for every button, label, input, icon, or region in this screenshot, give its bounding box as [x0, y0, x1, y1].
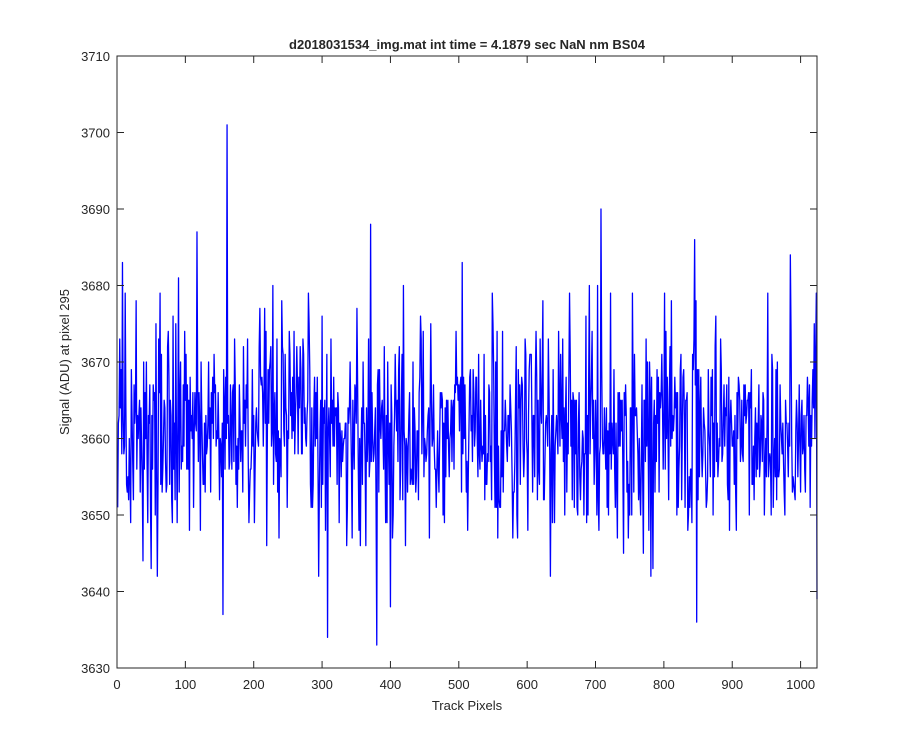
x-tick-label: 100: [175, 677, 197, 692]
y-tick-label: 3710: [81, 49, 110, 64]
y-tick-label: 3630: [81, 661, 110, 676]
x-tick-label: 1000: [786, 677, 815, 692]
x-tick-label: 400: [380, 677, 402, 692]
y-tick-label: 3660: [81, 432, 110, 447]
x-tick-label: 800: [653, 677, 675, 692]
x-tick-label: 200: [243, 677, 265, 692]
x-tick-label: 300: [311, 677, 333, 692]
x-tick-label: 500: [448, 677, 470, 692]
y-tick-label: 3640: [81, 585, 110, 600]
y-tick-label: 3680: [81, 279, 110, 294]
axes-layer: 0 100 200 300 400 500 600 700 800 900 1000 3630 3640…: [81, 49, 818, 692]
x-tick-label: 0: [113, 677, 120, 692]
chart-title: d2018031534_img.mat int time = 4.1879 se…: [289, 37, 646, 52]
y-tick-label: 3700: [81, 126, 110, 141]
x-axis-label: Track Pixels: [432, 698, 503, 713]
x-tick-label: 700: [585, 677, 607, 692]
y-tick-label: 3650: [81, 508, 110, 523]
series-layer: [117, 124, 818, 646]
y-tick-label: 3670: [81, 355, 110, 370]
plot-area: [117, 56, 817, 668]
signal-line: [117, 124, 818, 646]
y-tick-label: 3690: [81, 202, 110, 217]
x-tick-label: 600: [516, 677, 538, 692]
y-axis-label: Signal (ADU) at pixel 295: [57, 289, 72, 435]
x-tick-label: 900: [721, 677, 743, 692]
